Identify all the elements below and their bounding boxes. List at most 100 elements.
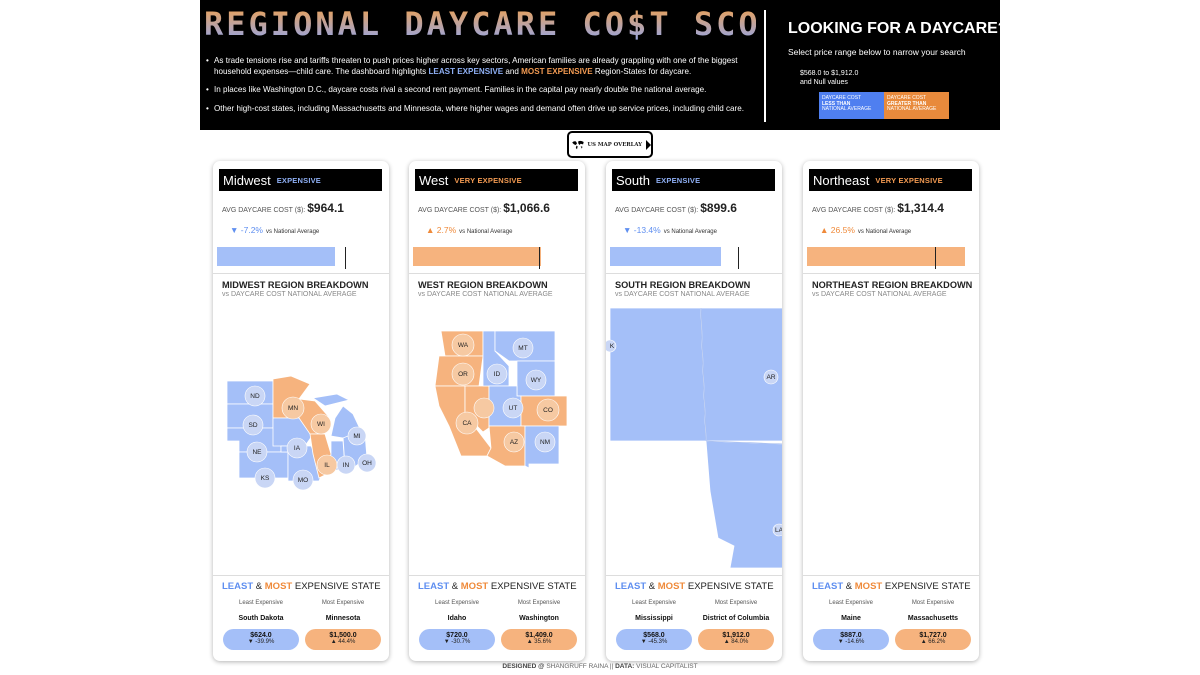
least-most-title: LEAST & MOST EXPENSIVE STATE (812, 581, 971, 592)
filter-title: LOOKING FOR A DAYCARE? (788, 20, 1008, 37)
state-label: WA (458, 342, 469, 349)
intro-bullets: As trade tensions rise and tariffs threa… (206, 55, 761, 121)
legend-above-average[interactable]: DAYCARE COST GREATER THAN NATIONAL AVERAGE (884, 92, 949, 119)
avg-cost: AVG DAYCARE COST ($): $1,066.6 (418, 201, 550, 215)
national-average-marker (345, 247, 346, 269)
breakdown-title: SOUTH REGION BREAKDOWN (615, 280, 751, 290)
intro-bullet: In places like Washington D.C., daycare … (206, 84, 761, 95)
most-expensive-label: Most Expensive (321, 600, 365, 606)
state-label: MT (518, 345, 527, 352)
region-name: Northeast (813, 172, 870, 188)
state-label: AR (766, 374, 775, 381)
region-map-west[interactable]: WA MT OR ID WY UT CO CA AZ NM (409, 306, 585, 576)
state-shape-ok (609, 307, 707, 442)
state-marker (336, 455, 356, 475)
state-label: MO (298, 477, 308, 484)
footer-credit: DESIGNED @ SHANGRUFF RAINA || DATA: VISU… (502, 663, 698, 670)
state-marker (525, 369, 547, 391)
legend-below-average[interactable]: DAYCARE COST LESS THAN NATIONAL AVERAGE (819, 92, 884, 119)
cost-bar (413, 247, 541, 266)
least-expensive-state: Idaho (447, 615, 467, 622)
least-expensive-label: Least Expensive (238, 600, 284, 606)
state-marker (242, 414, 264, 436)
state-marker (451, 362, 475, 386)
region-cost-level: VERY EXPENSIVE (454, 175, 522, 185)
header-banner: REGIONAL DAYCARE CO$T SCORECARD As trade… (200, 0, 1008, 130)
least-expensive-state: South Dakota (238, 615, 284, 622)
most-expensive-label: Most Expensive (714, 600, 758, 606)
avg-cost: AVG DAYCARE COST ($): $1,314.4 (812, 201, 944, 215)
most-expensive-pill: $1,727.0 ▲ 66.2% (895, 629, 971, 650)
change-value: ▲ 26.5% (820, 225, 855, 235)
region-map-northeast[interactable] (803, 306, 979, 576)
breakdown-subtitle: vs DAYCARE COST NATIONAL AVERAGE (222, 291, 357, 298)
state-shape-la (705, 440, 782, 569)
most-expensive-state: District of Columbia (702, 615, 770, 622)
avg-cost-value: $899.6 (700, 201, 737, 215)
region-name: West (419, 172, 449, 188)
color-legend[interactable]: DAYCARE COST LESS THAN NATIONAL AVERAGE DA… (819, 92, 949, 119)
divider (213, 273, 389, 274)
least-expensive-pill: $568.0 ▼ -45.3% (616, 629, 692, 650)
least-expensive-state: Mississippi (635, 615, 673, 622)
filter-subtitle: Select price range below to narrow your … (788, 47, 966, 57)
price-range-filter[interactable]: $568.0 to $1,912.0 and Null values (800, 69, 858, 87)
state-label: ID (494, 371, 501, 378)
region-map-south[interactable]: K AR LA (606, 306, 782, 576)
state-marker (451, 333, 475, 357)
divider (409, 575, 585, 576)
least-expensive-label: Least Expensive (631, 600, 677, 606)
breakdown-title: MIDWEST REGION BREAKDOWN (222, 280, 369, 290)
state-label: OR (458, 371, 468, 378)
state-label: OH (362, 460, 372, 467)
state-marker (244, 385, 266, 407)
state-label: IL (324, 462, 330, 469)
avg-cost-value: $1,314.4 (897, 201, 944, 215)
most-expensive-state: Massachusetts (907, 615, 959, 622)
state-label: KS (261, 475, 270, 482)
change-value: ▼ -13.4% (623, 225, 661, 235)
least-expensive-state: Maine (841, 615, 861, 622)
state-shape-mi-upper (311, 393, 351, 407)
cost-bar (217, 247, 335, 266)
least-expensive-pill: $624.0 ▼ -39.9% (223, 629, 299, 650)
least-most-title: LEAST & MOST EXPENSIVE STATE (222, 581, 381, 592)
cost-bar (807, 247, 965, 266)
state-marker (292, 469, 314, 491)
state-label: CO (543, 407, 553, 414)
least-expensive-label: Least Expensive (434, 600, 480, 606)
region-cost-level: VERY EXPENSIVE (875, 175, 943, 185)
least-expensive-label: Least Expensive (828, 600, 874, 606)
region-map-midwest[interactable]: ND MN SD WI MI IA NE IL IN OH KS MO (213, 306, 389, 576)
change-value: ▲ 2.7% (426, 225, 457, 235)
dashboard-title: REGIONAL DAYCARE CO$T SCORECARD (204, 5, 895, 43)
region-card-south: South EXPENSIVE AVG DAYCARE COST ($): $89… (606, 161, 782, 661)
state-marker (281, 396, 305, 420)
state-marker (512, 337, 534, 359)
state-marker (310, 413, 332, 435)
state-marker (536, 398, 560, 422)
change-vs-national: ▲ 2.7% vs National Average (426, 225, 513, 235)
state-marker (763, 369, 779, 385)
state-label: WI (317, 421, 325, 428)
us-map-overlay-button[interactable]: US MAP OVERLAY (567, 131, 653, 158)
least-expensive-pill: $720.0 ▼ -30.7% (419, 629, 495, 650)
region-cost-level: EXPENSIVE (655, 175, 701, 185)
state-label: NM (540, 439, 550, 446)
national-average-marker (539, 247, 540, 269)
divider (606, 273, 782, 274)
state-marker (286, 437, 308, 459)
avg-cost-value: $1,066.6 (503, 201, 550, 215)
breakdown-title: NORTHEAST REGION BREAKDOWN (812, 280, 973, 290)
state-label: SD (248, 422, 257, 429)
least-expensive-pill: $887.0 ▼ -14.6% (813, 629, 889, 650)
state-marker (347, 426, 367, 446)
state-marker (606, 339, 617, 353)
divider (213, 575, 389, 576)
play-arrow-icon (646, 139, 651, 150)
state-marker (503, 431, 525, 453)
breakdown-subtitle: vs DAYCARE COST NATIONAL AVERAGE (812, 291, 947, 298)
change-vs-national: ▼ -13.4% vs National Average (623, 225, 717, 235)
price-range-value: $568.0 to $1,912.0 (800, 70, 859, 77)
most-expensive-label: Most Expensive (911, 600, 955, 606)
